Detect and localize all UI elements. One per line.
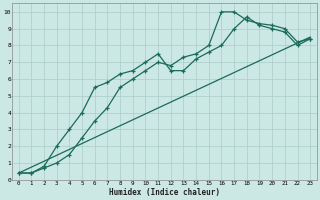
X-axis label: Humidex (Indice chaleur): Humidex (Indice chaleur) bbox=[109, 188, 220, 197]
